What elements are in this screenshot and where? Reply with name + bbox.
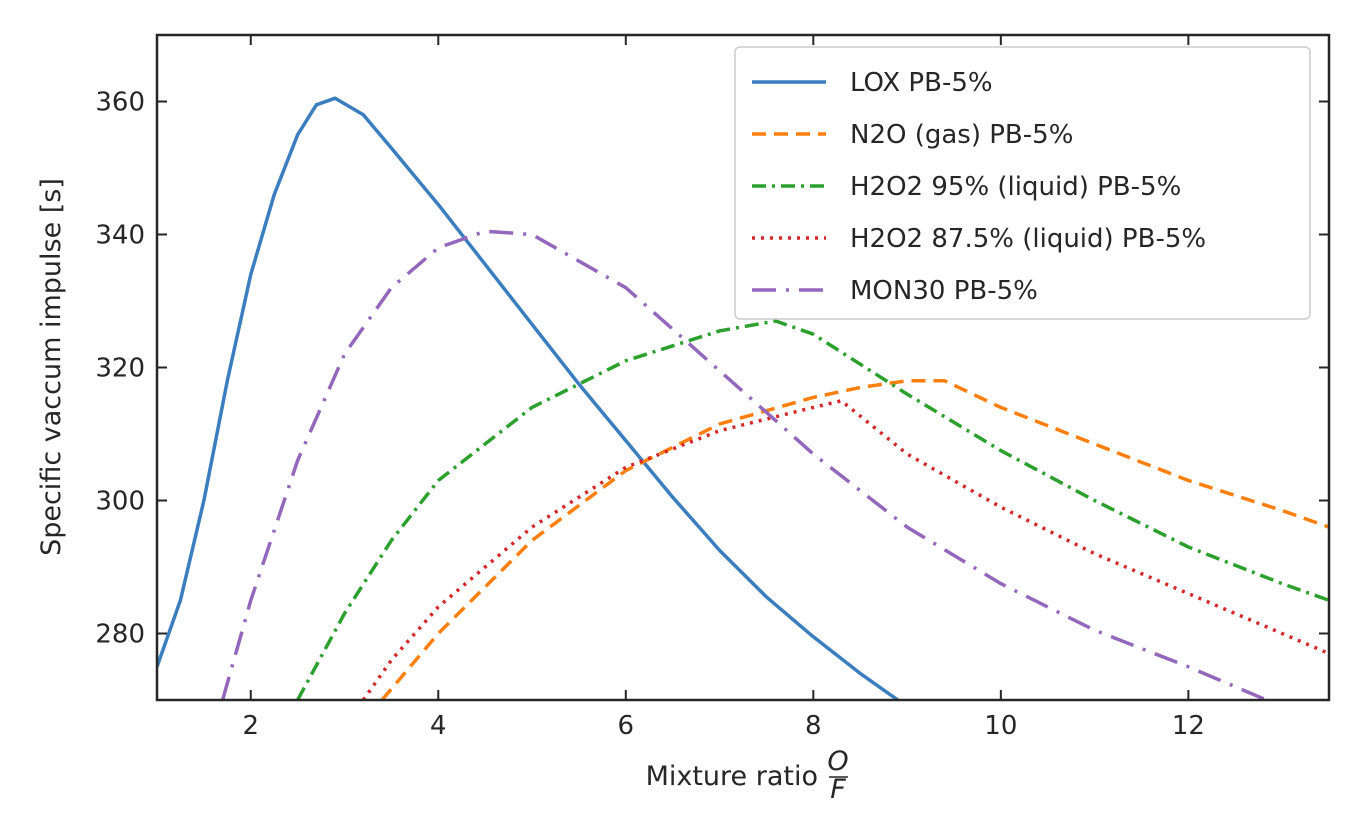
legend-label: MON30 PB-5% bbox=[850, 276, 1038, 306]
x-tick-label: 10 bbox=[984, 711, 1017, 741]
x-tick-label: 12 bbox=[1172, 711, 1205, 741]
legend-label: LOX PB-5% bbox=[850, 68, 993, 98]
y-tick-label: 320 bbox=[95, 354, 145, 384]
x-axis-title-numerator: O bbox=[827, 746, 848, 777]
x-axis-title: Mixture ratio O F bbox=[646, 746, 849, 805]
legend-label: H2O2 95% (liquid) PB-5% bbox=[850, 172, 1181, 202]
y-tick-label: 300 bbox=[95, 487, 145, 517]
legend-box bbox=[734, 46, 1311, 320]
series-line bbox=[296, 319, 1329, 700]
legend-label: H2O2 87.5% (liquid) PB-5% bbox=[850, 224, 1206, 254]
y-tick-label: 360 bbox=[95, 88, 145, 118]
x-axis-title-text: Mixture ratio bbox=[646, 761, 818, 792]
x-tick-label: 2 bbox=[242, 711, 259, 741]
tick-layer: 2 4 6 8 10 12 280 300 320 340 360 bbox=[95, 35, 1329, 741]
series-layer bbox=[157, 96, 1329, 700]
legend: LOX PB-5% N2O (gas) PB-5% H2O2 95% (liquid… bbox=[734, 46, 1311, 320]
series-line bbox=[157, 96, 901, 700]
series-line bbox=[220, 229, 1272, 700]
y-tick-label: 280 bbox=[95, 620, 145, 650]
x-tick-label: 4 bbox=[430, 711, 447, 741]
x-tick-label: 8 bbox=[805, 711, 822, 741]
x-axis-title-denominator: F bbox=[830, 774, 846, 805]
y-axis-title: Specific vaccum impulse [s] bbox=[36, 178, 67, 556]
x-tick-label: 6 bbox=[618, 711, 635, 741]
y-tick-label: 340 bbox=[95, 221, 145, 251]
legend-label: N2O (gas) PB-5% bbox=[850, 120, 1073, 150]
